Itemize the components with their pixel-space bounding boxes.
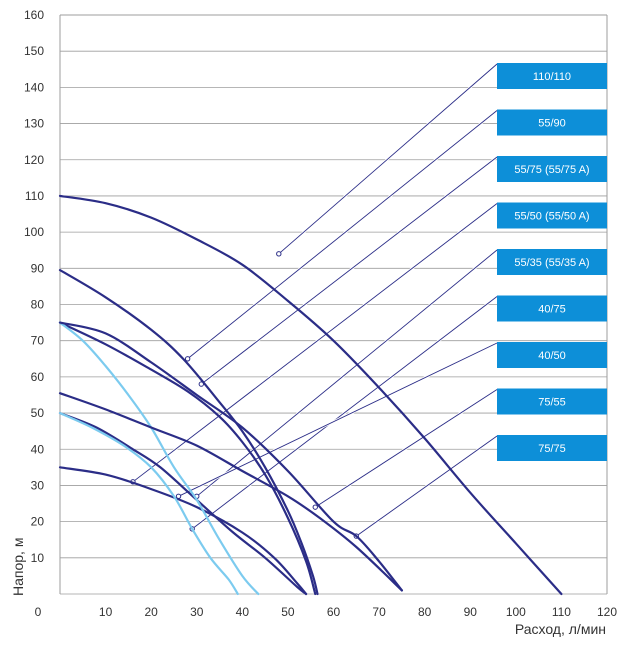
x-tick-label: 50	[281, 605, 295, 619]
y-tick-label: 150	[24, 44, 44, 58]
y-tick-label: 40	[31, 442, 45, 456]
legend-label-110-110: 110/110	[533, 71, 571, 83]
y-tick-label: 70	[31, 334, 45, 348]
y-tick-label: 130	[24, 117, 44, 131]
series-line-55-35-55-35-a	[58, 466, 308, 596]
y-tick-label: 20	[31, 515, 45, 529]
y-tick-label: 140	[24, 80, 44, 94]
series-line-55-90	[58, 269, 319, 596]
leader-anchor-110-110	[276, 251, 282, 257]
y-tick-label: 30	[31, 478, 45, 492]
x-tick-label: 100	[506, 605, 526, 619]
y-tick-label: 120	[24, 153, 44, 167]
leader-anchor-55-90	[184, 356, 191, 362]
y-tick-label: 110	[25, 189, 44, 203]
x-axis-title: Расход, л/мин	[515, 621, 606, 637]
leader-line-55-75-55-75-a	[201, 156, 498, 385]
series-line-110-110	[58, 194, 563, 596]
x-tick-label: 70	[372, 605, 386, 619]
leader-line-55-90	[187, 110, 498, 360]
y-tick-label: 60	[31, 370, 45, 384]
y-tick-label: 160	[24, 8, 44, 22]
x-tick-label: 30	[190, 605, 204, 619]
legend-label-75-55: 75/55	[538, 397, 566, 409]
legend: 110/110 55/90 55/75 (55/75 A) 55/50 (55/50 …	[497, 63, 607, 461]
y-tick-label: 50	[31, 406, 45, 420]
tick-labels: 10 20 30 40 50 60 70 80 90 100 110 120 130 140 150 160 0…	[24, 8, 617, 619]
leader-line-110-110	[278, 63, 498, 255]
series-line-40-75	[58, 321, 260, 596]
y-tick-label: 90	[31, 261, 45, 275]
x-tick-label: 40	[236, 605, 250, 619]
y-tick-label: 80	[31, 298, 45, 312]
x-tick-label: 0	[35, 605, 42, 619]
x-tick-label: 120	[597, 605, 617, 619]
legend-label-40-75: 40/75	[538, 304, 566, 316]
x-tick-label: 10	[99, 605, 113, 619]
legend-box-110-110	[497, 63, 607, 89]
series-line-55-75-55-75-a	[58, 321, 317, 596]
leader-lines	[130, 63, 498, 539]
leader-line-55-35-55-35-a	[196, 249, 498, 497]
leader-line-40-50	[178, 342, 498, 497]
series-line-40-50	[58, 412, 239, 596]
legend-box-40-50	[497, 342, 607, 368]
x-tick-label: 90	[464, 605, 478, 619]
y-tick-label: 100	[24, 225, 44, 239]
legend-box-55-50-55-50-a	[497, 202, 607, 229]
legend-box-75-75	[497, 435, 607, 461]
legend-label-55-75-55-75-a: 55/75 (55/75 A)	[514, 164, 589, 176]
series-line-75-55	[58, 392, 403, 592]
legend-label-40-50: 40/50	[538, 350, 566, 362]
series-lines	[58, 194, 563, 596]
legend-label-75-75: 75/75	[538, 443, 566, 455]
legend-label-55-90: 55/90	[538, 118, 566, 130]
legend-box-55-90	[497, 109, 607, 136]
legend-box-40-75	[497, 295, 607, 322]
leader-line-75-55	[315, 389, 498, 508]
legend-label-55-50-55-50-a: 55/50 (55/50 A)	[514, 211, 589, 223]
x-tick-label: 20	[144, 605, 158, 619]
leader-line-75-75	[356, 435, 498, 537]
leader-line-55-50-55-50-a	[132, 203, 498, 483]
legend-box-55-75-55-75-a	[497, 156, 607, 182]
legend-box-55-35-55-35-a	[497, 249, 607, 275]
y-axis-title: Напор, м	[10, 538, 26, 596]
legend-label-55-35-55-35-a: 55/35 (55/35 A)	[514, 257, 589, 269]
x-tick-label: 80	[418, 605, 432, 619]
leader-anchor-75-55	[312, 504, 318, 510]
y-tick-label: 10	[31, 551, 45, 565]
leader-line-40-75	[191, 296, 498, 530]
series-line-75-75	[58, 321, 403, 592]
x-tick-label: 60	[327, 605, 341, 619]
x-tick-label: 110	[552, 605, 571, 619]
legend-box-75-55	[497, 388, 607, 415]
